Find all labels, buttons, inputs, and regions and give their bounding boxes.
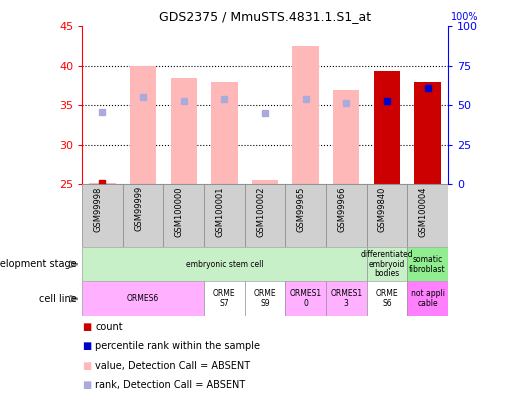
- Text: embryonic stem cell: embryonic stem cell: [186, 260, 263, 269]
- Text: rank, Detection Call = ABSENT: rank, Detection Call = ABSENT: [95, 380, 245, 390]
- Text: ORME
S9: ORME S9: [254, 289, 276, 308]
- Text: GSM100000: GSM100000: [175, 186, 184, 237]
- FancyBboxPatch shape: [326, 281, 367, 316]
- Text: ■: ■: [82, 361, 91, 371]
- Text: differentiated
embryoid
bodies: differentiated embryoid bodies: [360, 250, 413, 279]
- Text: count: count: [95, 322, 123, 332]
- Text: somatic
fibroblast: somatic fibroblast: [409, 255, 446, 274]
- FancyBboxPatch shape: [163, 184, 204, 247]
- FancyBboxPatch shape: [367, 247, 407, 281]
- Text: GSM100001: GSM100001: [215, 186, 224, 237]
- Bar: [130, 66, 156, 184]
- Bar: [293, 46, 319, 184]
- Bar: [89, 183, 116, 184]
- Text: ORMES1
3: ORMES1 3: [330, 289, 363, 308]
- Bar: [333, 90, 359, 184]
- Text: ■: ■: [82, 322, 91, 332]
- Bar: [171, 78, 197, 184]
- Text: value, Detection Call = ABSENT: value, Detection Call = ABSENT: [95, 361, 251, 371]
- Text: GSM99999: GSM99999: [134, 186, 143, 231]
- Text: ■: ■: [82, 341, 91, 352]
- Text: GSM100004: GSM100004: [419, 186, 428, 237]
- FancyBboxPatch shape: [204, 281, 245, 316]
- FancyBboxPatch shape: [285, 184, 326, 247]
- Text: GSM99966: GSM99966: [337, 186, 346, 232]
- Text: development stage: development stage: [0, 259, 77, 269]
- Bar: [252, 180, 278, 184]
- Text: GDS2375 / MmuSTS.4831.1.S1_at: GDS2375 / MmuSTS.4831.1.S1_at: [159, 10, 371, 23]
- Text: ORMES1
0: ORMES1 0: [289, 289, 322, 308]
- FancyBboxPatch shape: [82, 184, 123, 247]
- FancyBboxPatch shape: [367, 184, 407, 247]
- Text: GSM100002: GSM100002: [256, 186, 265, 237]
- Text: cell line: cell line: [39, 294, 77, 304]
- Text: 100%: 100%: [450, 12, 478, 22]
- Text: ORMES6: ORMES6: [127, 294, 159, 303]
- Bar: [211, 81, 237, 184]
- Text: percentile rank within the sample: percentile rank within the sample: [95, 341, 260, 352]
- Text: GSM99965: GSM99965: [297, 186, 306, 232]
- Text: GSM99840: GSM99840: [378, 186, 387, 232]
- FancyBboxPatch shape: [204, 184, 245, 247]
- Bar: [374, 71, 400, 184]
- FancyBboxPatch shape: [245, 281, 285, 316]
- FancyBboxPatch shape: [407, 281, 448, 316]
- FancyBboxPatch shape: [285, 281, 326, 316]
- FancyBboxPatch shape: [407, 247, 448, 281]
- FancyBboxPatch shape: [82, 247, 367, 281]
- Text: ■: ■: [82, 380, 91, 390]
- Text: ORME
S6: ORME S6: [376, 289, 398, 308]
- Text: ORME
S7: ORME S7: [213, 289, 236, 308]
- FancyBboxPatch shape: [407, 184, 448, 247]
- FancyBboxPatch shape: [245, 184, 285, 247]
- Text: not appli
cable: not appli cable: [411, 289, 445, 308]
- FancyBboxPatch shape: [123, 184, 163, 247]
- FancyBboxPatch shape: [367, 281, 407, 316]
- Text: GSM99998: GSM99998: [93, 186, 102, 232]
- Bar: [414, 81, 441, 184]
- FancyBboxPatch shape: [82, 281, 204, 316]
- FancyBboxPatch shape: [326, 184, 367, 247]
